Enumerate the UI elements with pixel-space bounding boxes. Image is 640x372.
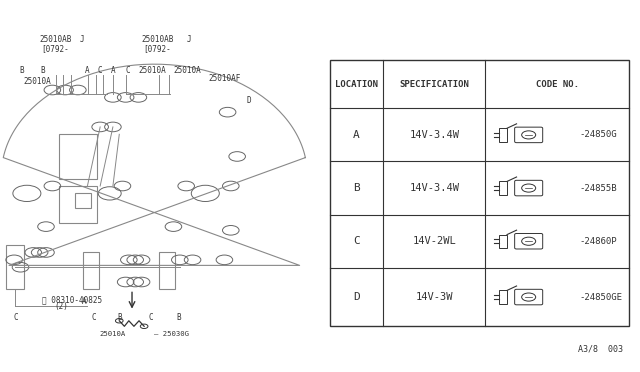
Text: — 25030G: — 25030G [154,331,189,337]
Text: A: A [85,66,90,75]
Text: SPECIFICATION: SPECIFICATION [399,80,469,89]
Text: -24860P: -24860P [579,237,617,246]
Text: 14V-2WL: 14V-2WL [413,236,456,246]
Text: C: C [98,66,102,75]
Bar [499,182,507,195]
Text: A: A [111,66,115,75]
Text: 25010A: 25010A [138,66,166,75]
Bar [75,193,91,208]
Text: C: C [353,236,360,246]
Text: [0792-: [0792- [143,44,172,53]
Bar [499,291,507,304]
Text: -24850GE: -24850GE [579,292,623,302]
Text: LOCATION: LOCATION [335,80,378,89]
Bar [159,253,175,289]
Text: -24855B: -24855B [579,183,617,193]
Bar [59,186,97,223]
Text: C: C [125,66,130,75]
Text: B: B [176,313,181,323]
Text: 25010AF: 25010AF [209,74,241,83]
Text: J: J [80,35,84,44]
Bar [499,235,507,248]
Text: B: B [40,66,45,75]
Text: -24850G: -24850G [579,131,617,140]
Bar [330,61,629,326]
Text: C: C [149,313,154,323]
Text: 25010AB: 25010AB [40,35,72,44]
Text: D: D [353,292,360,302]
Text: A: A [82,297,86,306]
Text: J: J [187,35,192,44]
Text: (2): (2) [54,302,68,311]
Text: 14V-3.4W: 14V-3.4W [410,130,460,140]
Text: 25010A: 25010A [173,66,201,75]
Text: D: D [246,96,252,105]
Text: A: A [353,130,360,140]
Text: B: B [19,66,24,75]
Text: B: B [353,183,360,193]
Text: 14V-3.4W: 14V-3.4W [410,183,460,193]
Bar [6,245,24,289]
Text: 14V-3W: 14V-3W [415,292,453,302]
Text: [0792-: [0792- [42,44,69,53]
Text: CODE NO.: CODE NO. [536,80,579,89]
Bar [499,128,507,141]
Bar [83,253,99,289]
Text: Ⓜ 08310-40825: Ⓜ 08310-40825 [42,295,102,304]
Bar [59,134,97,179]
Text: A3/8  003: A3/8 003 [578,345,623,354]
Text: C: C [92,313,96,323]
Text: 25010A: 25010A [100,331,126,337]
Text: 25010A: 25010A [24,77,52,86]
Text: B: B [117,313,122,323]
Text: C: C [13,313,18,323]
Text: 25010AB: 25010AB [141,35,173,44]
